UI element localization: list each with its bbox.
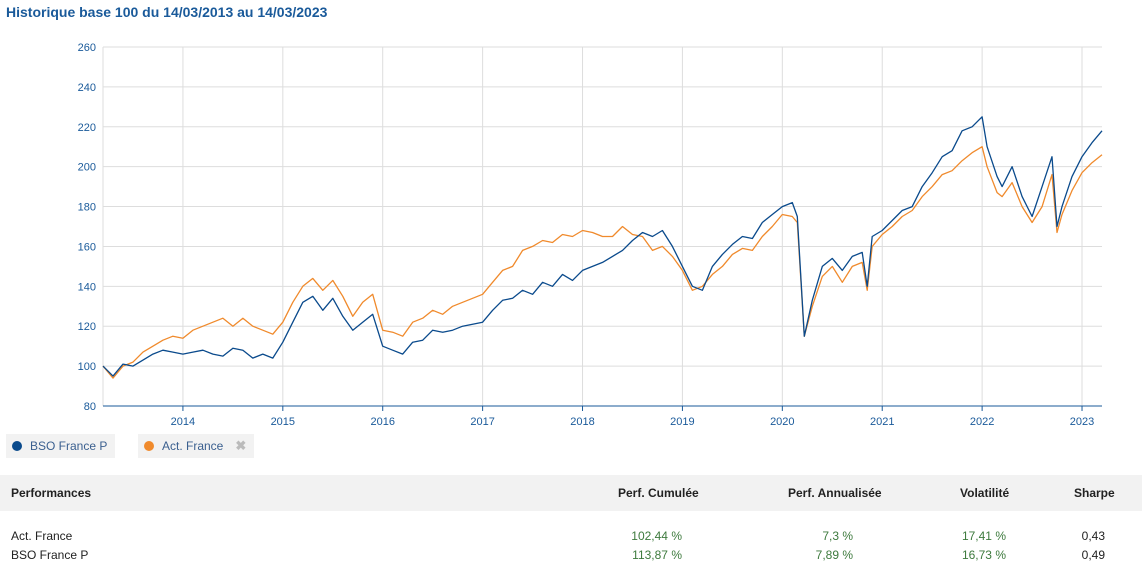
y-tick-label: 140 — [78, 281, 96, 293]
row-volatilite: 16,73 % — [961, 548, 1006, 562]
x-tick-label: 2015 — [271, 416, 295, 428]
row-name: BSO France P — [11, 548, 89, 562]
performance-table-header: Performances Perf. Cumulée Perf. Annuali… — [0, 475, 1142, 511]
series-line-act-france — [102, 146, 1103, 379]
y-axis-ticks: 80 100 120 140 160 180 200 220 240 260 — [78, 42, 96, 413]
legend-marker-icon — [144, 441, 154, 451]
y-tick-label: 240 — [78, 82, 96, 94]
y-tick-label: 100 — [78, 361, 96, 373]
close-icon[interactable]: ✖ — [235, 438, 247, 453]
legend-label: BSO France P — [30, 439, 108, 453]
y-tick-label: 160 — [78, 241, 96, 253]
row-perf-cumulee: 102,44 % — [631, 529, 682, 543]
legend-marker-icon — [12, 441, 22, 451]
header-perf-annualisee: Perf. Annualisée — [788, 486, 882, 500]
x-tick-label: 2019 — [670, 416, 694, 428]
y-tick-label: 180 — [78, 202, 96, 214]
x-tick-label: 2022 — [970, 416, 994, 428]
row-perf-annualisee: 7,3 % — [822, 529, 853, 543]
chart-title: Historique base 100 du 14/03/2013 au 14/… — [6, 4, 328, 20]
row-name: Act. France — [11, 529, 73, 543]
y-tick-label: 80 — [84, 401, 96, 413]
header-perf-cumulee: Perf. Cumulée — [618, 486, 699, 500]
legend-item-bso-france-p[interactable]: BSO France P — [6, 434, 116, 458]
header-performances: Performances — [11, 486, 92, 500]
x-tick-label: 2023 — [1070, 416, 1094, 428]
chart-lines — [102, 116, 1103, 379]
header-sharpe: Sharpe — [1074, 486, 1115, 500]
row-sharpe: 0,43 — [1081, 529, 1105, 543]
y-tick-label: 220 — [78, 122, 96, 134]
row-sharpe: 0,49 — [1081, 548, 1105, 562]
table-row: BSO France P 113,87 % 7,89 % 16,73 % 0,4… — [0, 548, 1142, 566]
x-tick-label: 2021 — [870, 416, 894, 428]
legend-item-act-france[interactable]: Act. France ✖ — [138, 434, 255, 458]
x-tick-label: 2018 — [570, 416, 594, 428]
row-perf-annualisee: 7,89 % — [815, 548, 853, 562]
table-row: Act. France 102,44 % 7,3 % 17,41 % 0,43 — [0, 529, 1142, 547]
row-volatilite: 17,41 % — [961, 529, 1006, 543]
y-tick-label: 260 — [78, 42, 96, 54]
legend-label: Act. France — [162, 439, 224, 453]
y-tick-label: 200 — [78, 162, 96, 174]
y-tick-label: 120 — [78, 321, 96, 333]
row-perf-cumulee: 113,87 % — [632, 548, 682, 562]
x-tick-label: 2017 — [470, 416, 494, 428]
x-tick-label: 2016 — [370, 416, 394, 428]
chart-grid — [102, 46, 1102, 407]
series-line-bso-france-p — [102, 116, 1103, 377]
header-volatilite: Volatilité — [960, 486, 1010, 500]
x-tick-label: 2014 — [171, 416, 195, 428]
x-axis-ticks: 2014 2015 2016 2017 2018 2019 2020 2021 2022 2023 — [171, 406, 1094, 428]
x-tick-label: 2020 — [770, 416, 794, 428]
